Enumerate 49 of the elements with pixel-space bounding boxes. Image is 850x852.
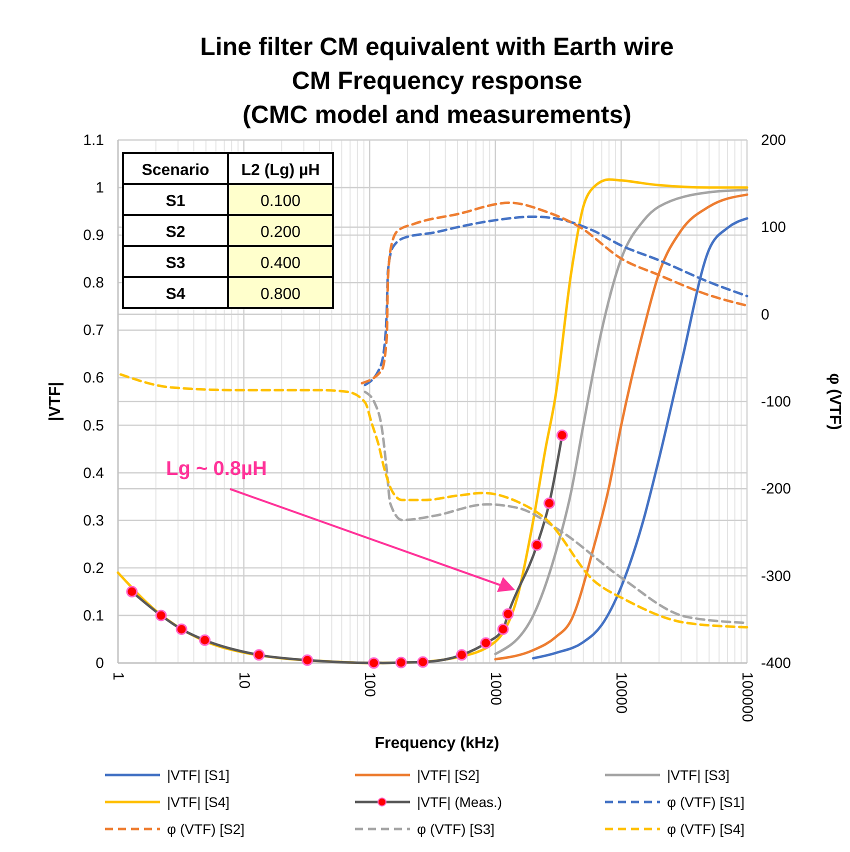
- legend-label: φ (VTF) [S2]: [167, 821, 245, 837]
- y2-tick-label: 100: [761, 219, 786, 236]
- y2-axis-title: φ (VTF): [826, 373, 843, 430]
- y2-tick-label: -300: [761, 568, 792, 585]
- y2-tick-label: -400: [761, 655, 792, 672]
- legend-label: |VTF| [S4]: [167, 794, 230, 810]
- y2-tick-label: -100: [761, 394, 792, 410]
- legend-label: |VTF| [S2]: [417, 767, 480, 783]
- annotation: 0.800: [260, 286, 301, 303]
- x-tick-label: 1000: [486, 672, 504, 706]
- x-tick-label: 1: [110, 672, 126, 680]
- annotation: Scenario: [142, 162, 210, 179]
- annotation: 0.100: [260, 193, 301, 210]
- y2-tick-label: 200: [761, 132, 786, 149]
- y2-tick-label: 0: [761, 306, 770, 324]
- x-tick-label: 10: [235, 672, 252, 689]
- annotation: S4: [166, 286, 186, 303]
- y-tick-label: 0.1: [83, 607, 104, 624]
- legend-label: φ (VTF) [S4]: [667, 821, 745, 837]
- y-tick-label: 0: [96, 655, 104, 672]
- annotation: S2: [166, 224, 186, 241]
- y-tick-label: 0.8: [83, 274, 104, 292]
- annotation: L2 (Lg) µH: [241, 162, 320, 179]
- chart-title: Line filter CM equivalent with Earth wire CM Frequency response (CMC model and measurements): [200, 33, 674, 129]
- y2-tick-label: -200: [761, 480, 792, 498]
- y-tick-label: 0.2: [83, 560, 104, 577]
- x-tick-label: 100: [361, 672, 378, 698]
- y-tick-label: 0.7: [83, 322, 104, 340]
- x-axis-title: Frequency (kHz): [374, 735, 500, 752]
- y-tick-label: 0.9: [83, 227, 104, 244]
- annotation: S3: [166, 255, 186, 272]
- legend-label: φ (VTF) [S3]: [417, 821, 495, 837]
- annotation: S1: [166, 193, 186, 210]
- annotation: 0.400: [260, 255, 301, 272]
- y-tick-label: 1.1: [83, 132, 104, 149]
- y-tick-label: 0.6: [83, 370, 104, 387]
- y-tick-label: 0.4: [83, 464, 104, 482]
- y-tick-label: 0.5: [83, 417, 104, 434]
- annotation: Lg ~ 0.8µH: [166, 458, 267, 480]
- annotation: 0.200: [260, 224, 301, 241]
- y-tick-label: 1: [96, 180, 104, 197]
- x-tick-label: 100000: [738, 672, 756, 722]
- y-tick-label: 0.3: [83, 512, 104, 530]
- legend-label: |VTF| [S1]: [167, 767, 230, 783]
- legend-label: |VTF| (Meas.): [417, 794, 502, 810]
- y-axis-title: |VTF|: [47, 382, 64, 422]
- legend-label: φ (VTF) [S1]: [667, 794, 745, 810]
- x-tick-label: 10000: [612, 672, 630, 714]
- legend-label: |VTF| [S3]: [667, 767, 730, 783]
